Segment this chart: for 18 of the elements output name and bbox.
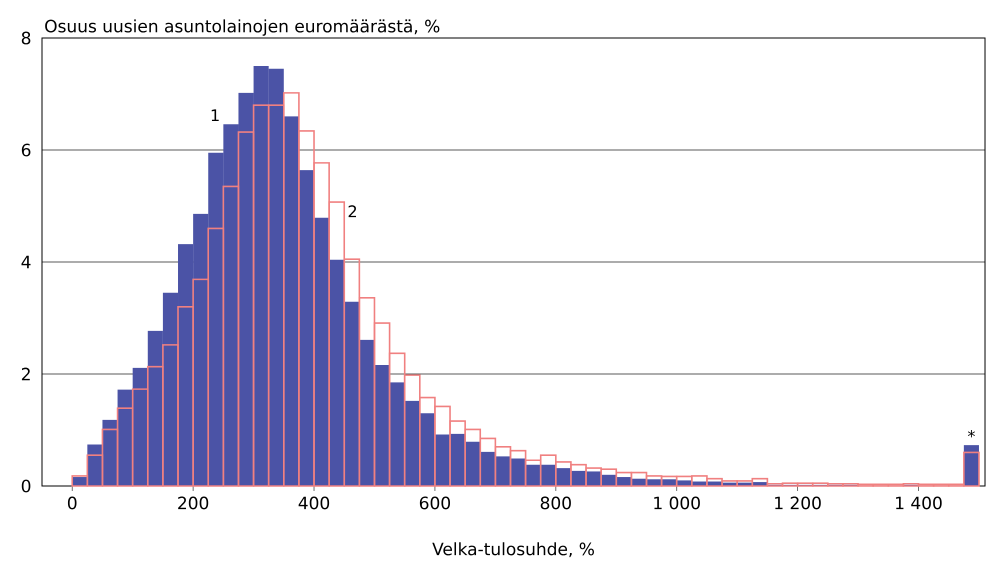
x-tick-label: 200 <box>178 496 208 510</box>
x-tick-label: 1 400 <box>896 496 942 510</box>
x-tick-label: 800 <box>540 496 571 510</box>
y-tick-label: 8 <box>22 32 30 44</box>
y-tick-label: 0 <box>22 480 30 492</box>
x-axis-title: Velka-tulosuhde, % <box>432 542 594 558</box>
x-tick-label: 400 <box>298 496 330 510</box>
x-tick-label: 0 <box>68 496 77 510</box>
series-label: 1 <box>212 109 219 122</box>
y-tick-label: 4 <box>22 256 31 268</box>
y-axis-title: Osuus uusien asuntolainojen euromäärästä, % <box>45 19 440 36</box>
x-tick-label: 1 200 <box>775 496 821 510</box>
y-tick-label: 2 <box>22 368 30 380</box>
series-label: 2 <box>348 205 356 218</box>
y-tick-label: 6 <box>22 144 30 156</box>
annotation: * <box>968 430 975 438</box>
x-tick-label: 1 000 <box>654 496 700 510</box>
x-tick-label: 600 <box>420 496 450 510</box>
